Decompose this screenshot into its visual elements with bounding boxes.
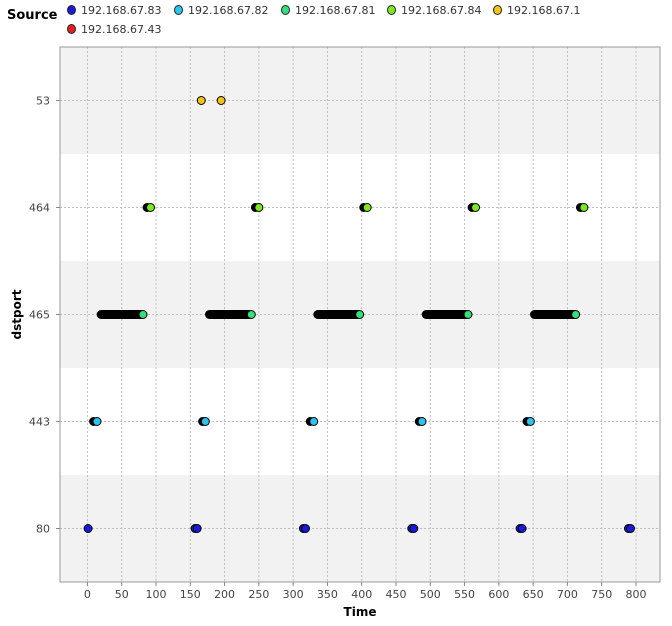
x-tick-label: 200: [214, 588, 235, 601]
legend-label: 192.168.67.81: [295, 4, 376, 17]
x-tick-label: 50: [115, 588, 129, 601]
x-tick-label: 100: [146, 588, 167, 601]
data-point: [355, 310, 365, 319]
legend-label: 192.168.67.82: [188, 4, 269, 17]
x-tick-label: 0: [84, 588, 91, 601]
x-tick-label: 550: [454, 588, 475, 601]
legend-marker: [67, 5, 76, 15]
data-point: [216, 96, 226, 105]
y-axis-title: dstport: [10, 289, 24, 339]
x-tick-label: 400: [351, 588, 372, 601]
x-tick-label: 650: [523, 588, 544, 601]
x-tick-label: 800: [626, 588, 647, 601]
data-point: [525, 417, 535, 426]
chart-legend: Source 192.168.67.83 192.168.67.82 192.168…: [0, 0, 672, 44]
x-tick-label: 450: [386, 588, 407, 601]
data-point: [626, 524, 636, 533]
legend-label: 192.168.67.43: [81, 23, 162, 36]
data-point: [200, 417, 210, 426]
data-point: [571, 310, 581, 319]
legend-label: 192.168.67.1: [507, 4, 581, 17]
data-point: [579, 203, 589, 212]
legend-label: 192.168.67.84: [401, 4, 482, 17]
legend-marker: [281, 5, 290, 15]
data-point: [196, 96, 206, 105]
data-point: [92, 417, 102, 426]
x-tick-label: 350: [317, 588, 338, 601]
data-point: [300, 524, 310, 533]
x-tick-label: 300: [283, 588, 304, 601]
legend-marker: [387, 5, 396, 15]
data-point: [83, 524, 93, 533]
data-point: [409, 524, 419, 533]
y-tick-label: 53: [36, 95, 50, 108]
y-tick-label: 464: [29, 202, 50, 215]
data-point: [362, 203, 372, 212]
data-point: [192, 524, 202, 533]
data-point: [246, 310, 256, 319]
legend-label: 192.168.67.83: [81, 4, 162, 17]
legend-marker: [493, 5, 502, 15]
x-tick-label: 700: [557, 588, 578, 601]
data-point: [463, 310, 473, 319]
x-tick-label: 500: [420, 588, 441, 601]
legend-marker: [174, 5, 183, 15]
y-tick-label: 80: [36, 523, 50, 536]
data-point: [138, 310, 148, 319]
x-tick-label: 750: [591, 588, 612, 601]
legend-marker: [67, 24, 76, 34]
y-tick-label: 443: [29, 416, 50, 429]
x-tick-label: 150: [180, 588, 201, 601]
x-axis-title: Time: [344, 605, 377, 619]
x-tick-label: 600: [488, 588, 509, 601]
data-point: [517, 524, 527, 533]
data-point: [309, 417, 319, 426]
x-tick-label: 250: [248, 588, 269, 601]
data-point: [471, 203, 481, 212]
data-point: [254, 203, 264, 212]
data-point: [146, 203, 156, 212]
y-tick-label: 465: [29, 309, 50, 322]
data-point: [417, 417, 427, 426]
legend-title: Source: [7, 8, 58, 23]
